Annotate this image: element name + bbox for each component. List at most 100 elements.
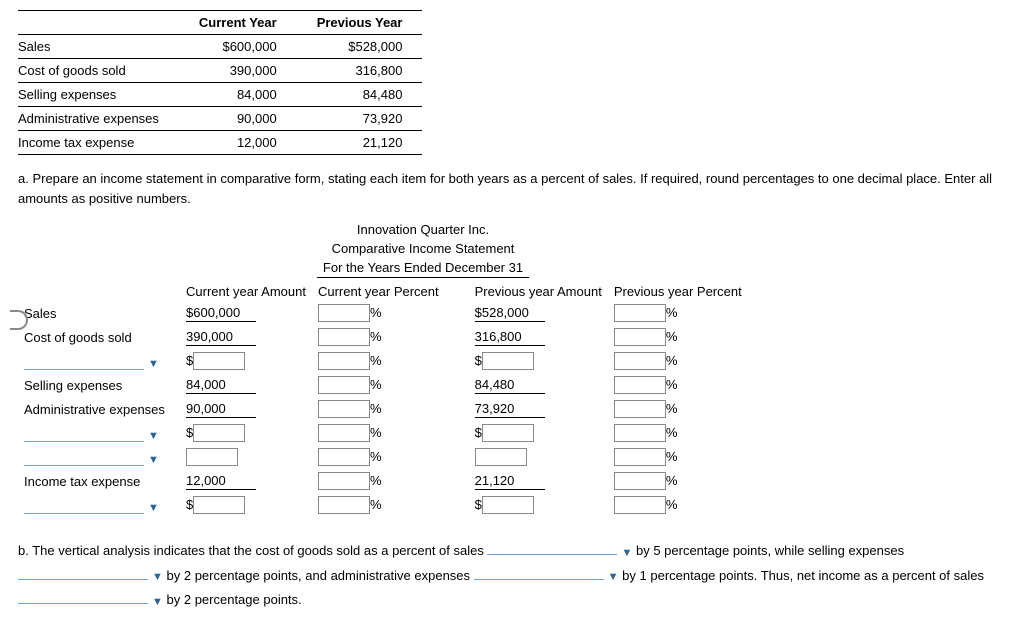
chevron-down-icon[interactable]: ▼ <box>148 358 159 370</box>
partb-dropdown-4[interactable] <box>18 589 148 604</box>
chevron-down-icon[interactable]: ▼ <box>608 571 619 583</box>
pct-symbol: % <box>666 425 678 440</box>
blank3-py-pct-input[interactable] <box>614 448 666 466</box>
partb-t2: by 5 percentage points, while selling ex… <box>636 543 904 558</box>
partb-dropdown-2[interactable] <box>18 565 148 580</box>
blank2-cy-pct-input[interactable] <box>318 424 370 442</box>
selling-py-amount: 84,480 <box>475 377 545 394</box>
tax-py-pct-input[interactable] <box>614 472 666 490</box>
row-label-dropdown-1[interactable] <box>24 353 144 370</box>
src-row-label: Selling expenses <box>18 83 179 107</box>
pct-symbol: % <box>666 353 678 368</box>
src-row-label: Cost of goods sold <box>18 59 179 83</box>
pct-symbol: % <box>370 329 382 344</box>
row-label-cogs: Cost of goods sold <box>18 325 180 349</box>
row-label-admin: Administrative expenses <box>18 397 180 421</box>
sales-py-amount: $528,000 <box>475 305 545 322</box>
src-row-py: 73,920 <box>297 107 423 131</box>
src-row-label: Sales <box>18 35 179 59</box>
dollar-sign: $ <box>475 425 482 440</box>
chevron-down-icon[interactable]: ▼ <box>148 430 159 442</box>
src-row-cy: 84,000 <box>179 83 297 107</box>
blank4-cy-amt-input[interactable] <box>193 496 245 514</box>
blank2-cy-amt-input[interactable] <box>193 424 245 442</box>
tax-cy-amount: 12,000 <box>186 473 256 490</box>
blank2-py-pct-input[interactable] <box>614 424 666 442</box>
dollar-sign: $ <box>475 353 482 368</box>
pct-symbol: % <box>666 377 678 392</box>
pct-symbol: % <box>370 305 382 320</box>
row-label-dropdown-3[interactable] <box>24 449 144 466</box>
chevron-down-icon[interactable]: ▼ <box>152 596 163 608</box>
blank4-py-pct-input[interactable] <box>614 496 666 514</box>
pct-symbol: % <box>666 449 678 464</box>
pct-symbol: % <box>666 305 678 320</box>
pct-symbol: % <box>666 497 678 512</box>
chevron-down-icon[interactable]: ▼ <box>152 571 163 583</box>
chevron-down-icon[interactable]: ▼ <box>148 502 159 514</box>
blank3-cy-pct-input[interactable] <box>318 448 370 466</box>
tax-py-amount: 21,120 <box>475 473 545 490</box>
blank1-py-amt-input[interactable] <box>482 352 534 370</box>
col-py-percent: Previous year Percent <box>608 282 748 301</box>
worksheet-table: Current year Amount Current year Percent… <box>18 282 748 517</box>
dollar-sign: $ <box>186 497 193 512</box>
selling-cy-pct-input[interactable] <box>318 376 370 394</box>
blank3-py-amt-input[interactable] <box>475 448 527 466</box>
src-row-label: Income tax expense <box>18 131 179 155</box>
admin-py-amount: 73,920 <box>475 401 545 418</box>
partb-dropdown-1[interactable] <box>487 540 617 555</box>
blank4-py-amt-input[interactable] <box>482 496 534 514</box>
chevron-down-icon[interactable]: ▼ <box>621 547 632 559</box>
pct-symbol: % <box>370 353 382 368</box>
blank1-py-pct-input[interactable] <box>614 352 666 370</box>
src-row-cy: $600,000 <box>179 35 297 59</box>
src-row-py: 316,800 <box>297 59 423 83</box>
row-label-dropdown-2[interactable] <box>24 425 144 442</box>
partb-t5: by 2 percentage points. <box>167 592 302 607</box>
src-row-cy: 90,000 <box>179 107 297 131</box>
chevron-down-icon[interactable]: ▼ <box>148 454 159 466</box>
partb-t4: by 1 percentage points. Thus, net income… <box>622 568 984 583</box>
pct-symbol: % <box>370 425 382 440</box>
src-row-cy: 390,000 <box>179 59 297 83</box>
blank2-py-amt-input[interactable] <box>482 424 534 442</box>
admin-cy-pct-input[interactable] <box>318 400 370 418</box>
sales-cy-amount: $600,000 <box>186 305 256 322</box>
source-data-table: Current Year Previous Year Sales$600,000… <box>18 10 422 155</box>
col-cy-amount: Current year Amount <box>180 282 312 301</box>
company-heading: Innovation Quarter Inc. <box>198 222 648 237</box>
sales-py-pct-input[interactable] <box>614 304 666 322</box>
blank1-cy-amt-input[interactable] <box>193 352 245 370</box>
src-row-py: $528,000 <box>297 35 423 59</box>
row-label-dropdown-4[interactable] <box>24 497 144 514</box>
partb-t1: b. The vertical analysis indicates that … <box>18 543 487 558</box>
cogs-cy-pct-input[interactable] <box>318 328 370 346</box>
admin-py-pct-input[interactable] <box>614 400 666 418</box>
col-cy-percent: Current year Percent <box>312 282 445 301</box>
blank1-cy-pct-input[interactable] <box>318 352 370 370</box>
partb-dropdown-3[interactable] <box>474 565 604 580</box>
cogs-py-pct-input[interactable] <box>614 328 666 346</box>
sales-cy-pct-input[interactable] <box>318 304 370 322</box>
source-header-cy: Current Year <box>179 11 297 35</box>
question-a-text: a. Prepare an income statement in compar… <box>18 169 1006 208</box>
blank4-cy-pct-input[interactable] <box>318 496 370 514</box>
src-row-py: 21,120 <box>297 131 423 155</box>
tax-cy-pct-input[interactable] <box>318 472 370 490</box>
cogs-cy-amount: 390,000 <box>186 329 256 346</box>
pct-symbol: % <box>370 449 382 464</box>
pct-symbol: % <box>370 497 382 512</box>
dollar-sign: $ <box>475 497 482 512</box>
selling-py-pct-input[interactable] <box>614 376 666 394</box>
row-label-selling: Selling expenses <box>18 373 180 397</box>
dollar-sign: $ <box>186 425 193 440</box>
admin-cy-amount: 90,000 <box>186 401 256 418</box>
pct-symbol: % <box>666 329 678 344</box>
pct-symbol: % <box>666 401 678 416</box>
blank3-cy-amt-input[interactable] <box>186 448 238 466</box>
row-label-sales: Sales <box>18 301 180 325</box>
cogs-py-amount: 316,800 <box>475 329 545 346</box>
pct-symbol: % <box>370 377 382 392</box>
dollar-sign: $ <box>186 353 193 368</box>
